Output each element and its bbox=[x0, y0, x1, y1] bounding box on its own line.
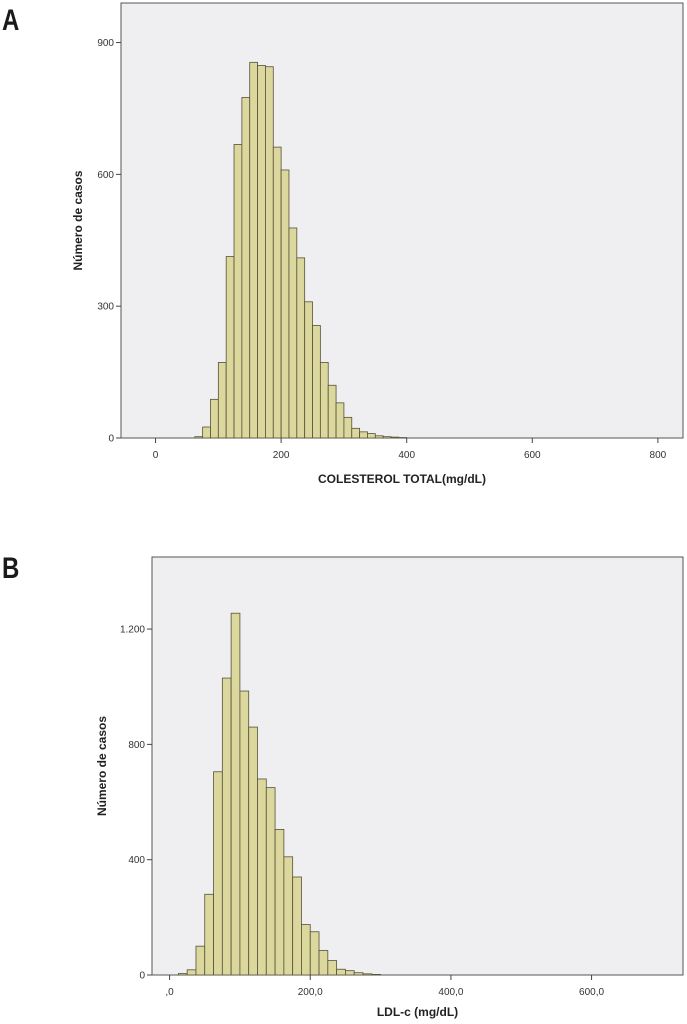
histogram-bar bbox=[249, 61, 258, 439]
y-tick-label: 400 bbox=[128, 855, 145, 866]
histogram-bar bbox=[335, 402, 345, 439]
histogram-bar bbox=[353, 972, 364, 976]
histogram-bar bbox=[217, 362, 227, 439]
histogram-bar bbox=[351, 427, 361, 439]
histogram-bar bbox=[343, 416, 353, 439]
y-tick-label: 900 bbox=[97, 38, 114, 49]
x-tick-label: 200,0 bbox=[298, 987, 323, 998]
x-tick-label: 400 bbox=[398, 450, 415, 461]
x-axis-title: LDL-c (mg/dL) bbox=[377, 1005, 458, 1019]
histogram-bar bbox=[359, 431, 368, 439]
histogram-bar bbox=[318, 950, 329, 976]
histogram-bar bbox=[319, 362, 329, 439]
histogram-bar bbox=[362, 973, 373, 976]
histogram-bar bbox=[272, 146, 282, 439]
histogram-bar bbox=[390, 436, 400, 439]
histogram-bar bbox=[248, 726, 258, 976]
histogram-bar bbox=[336, 968, 346, 976]
histogram-bar bbox=[283, 856, 294, 976]
histogram-bar bbox=[210, 398, 219, 439]
histogram-bar bbox=[241, 97, 251, 439]
histogram-bar bbox=[186, 969, 197, 976]
histogram-bar bbox=[296, 257, 306, 439]
histogram-bar bbox=[367, 433, 376, 439]
histogram-bar bbox=[177, 973, 188, 976]
histogram-bar bbox=[225, 256, 235, 439]
x-tick-label: 400,0 bbox=[438, 987, 463, 998]
histogram-colesterol-total: 0 300 600 900 0 200 400 600 800 COLESTEROL TOTAL(… bbox=[71, 2, 684, 486]
histogram-bar bbox=[230, 612, 241, 976]
histogram-bar bbox=[374, 435, 384, 439]
histogram-bar bbox=[327, 384, 337, 439]
histogram-bar bbox=[288, 227, 298, 439]
y-tick-label: 300 bbox=[97, 302, 114, 313]
histogram-bar bbox=[371, 974, 381, 976]
histogram-bar bbox=[309, 931, 320, 976]
histogram-bar bbox=[345, 970, 355, 976]
panel-b-label: B bbox=[2, 552, 20, 585]
histogram-bar bbox=[398, 437, 408, 439]
histogram-bar bbox=[265, 787, 276, 976]
histogram-bar bbox=[312, 325, 321, 439]
x-tick-label: 200 bbox=[273, 450, 290, 461]
histogram-bar bbox=[221, 677, 232, 976]
histogram-bar bbox=[274, 829, 285, 976]
histogram-bar bbox=[194, 436, 204, 439]
histogram-bar bbox=[257, 64, 266, 439]
histogram-bar bbox=[304, 301, 313, 439]
histogram-bar bbox=[202, 426, 211, 439]
histogram-bar bbox=[233, 144, 243, 439]
histogram-bar bbox=[265, 66, 274, 439]
x-tick-label: 600,0 bbox=[579, 987, 604, 998]
x-tick-label: ,0 bbox=[165, 987, 174, 998]
y-tick-label: 0 bbox=[108, 434, 114, 445]
y-axis-title: Número de casos bbox=[95, 716, 109, 816]
x-tick-label: 600 bbox=[524, 450, 541, 461]
plot-area bbox=[120, 2, 684, 439]
histogram-bar bbox=[301, 924, 311, 976]
histogram-bar bbox=[204, 893, 214, 976]
panel-a-label: A bbox=[2, 4, 20, 37]
y-tick-label: 600 bbox=[97, 170, 114, 181]
histogram-bar bbox=[280, 169, 290, 439]
y-tick-label: 0 bbox=[139, 971, 145, 982]
histogram-bar bbox=[239, 690, 250, 976]
histogram-bar bbox=[257, 778, 267, 976]
x-axis-title: COLESTEROL TOTAL(mg/dL) bbox=[318, 472, 486, 486]
y-tick-label: 800 bbox=[128, 740, 145, 751]
x-tick-label: 0 bbox=[153, 450, 159, 461]
histogram-bar bbox=[382, 436, 392, 439]
histogram-bar bbox=[213, 771, 223, 976]
histogram-bar bbox=[195, 945, 206, 976]
histogram-bar bbox=[292, 876, 302, 976]
histogram-bar bbox=[327, 960, 338, 976]
x-tick-label: 800 bbox=[650, 450, 667, 461]
y-axis-title: Número de casos bbox=[71, 170, 85, 270]
histogram-ldl-c: 0 400 800 1.200 ,0 200,0 400,0 600,0 LDL-c (mg/d… bbox=[95, 556, 684, 1019]
y-tick-label: 1.200 bbox=[120, 625, 145, 636]
